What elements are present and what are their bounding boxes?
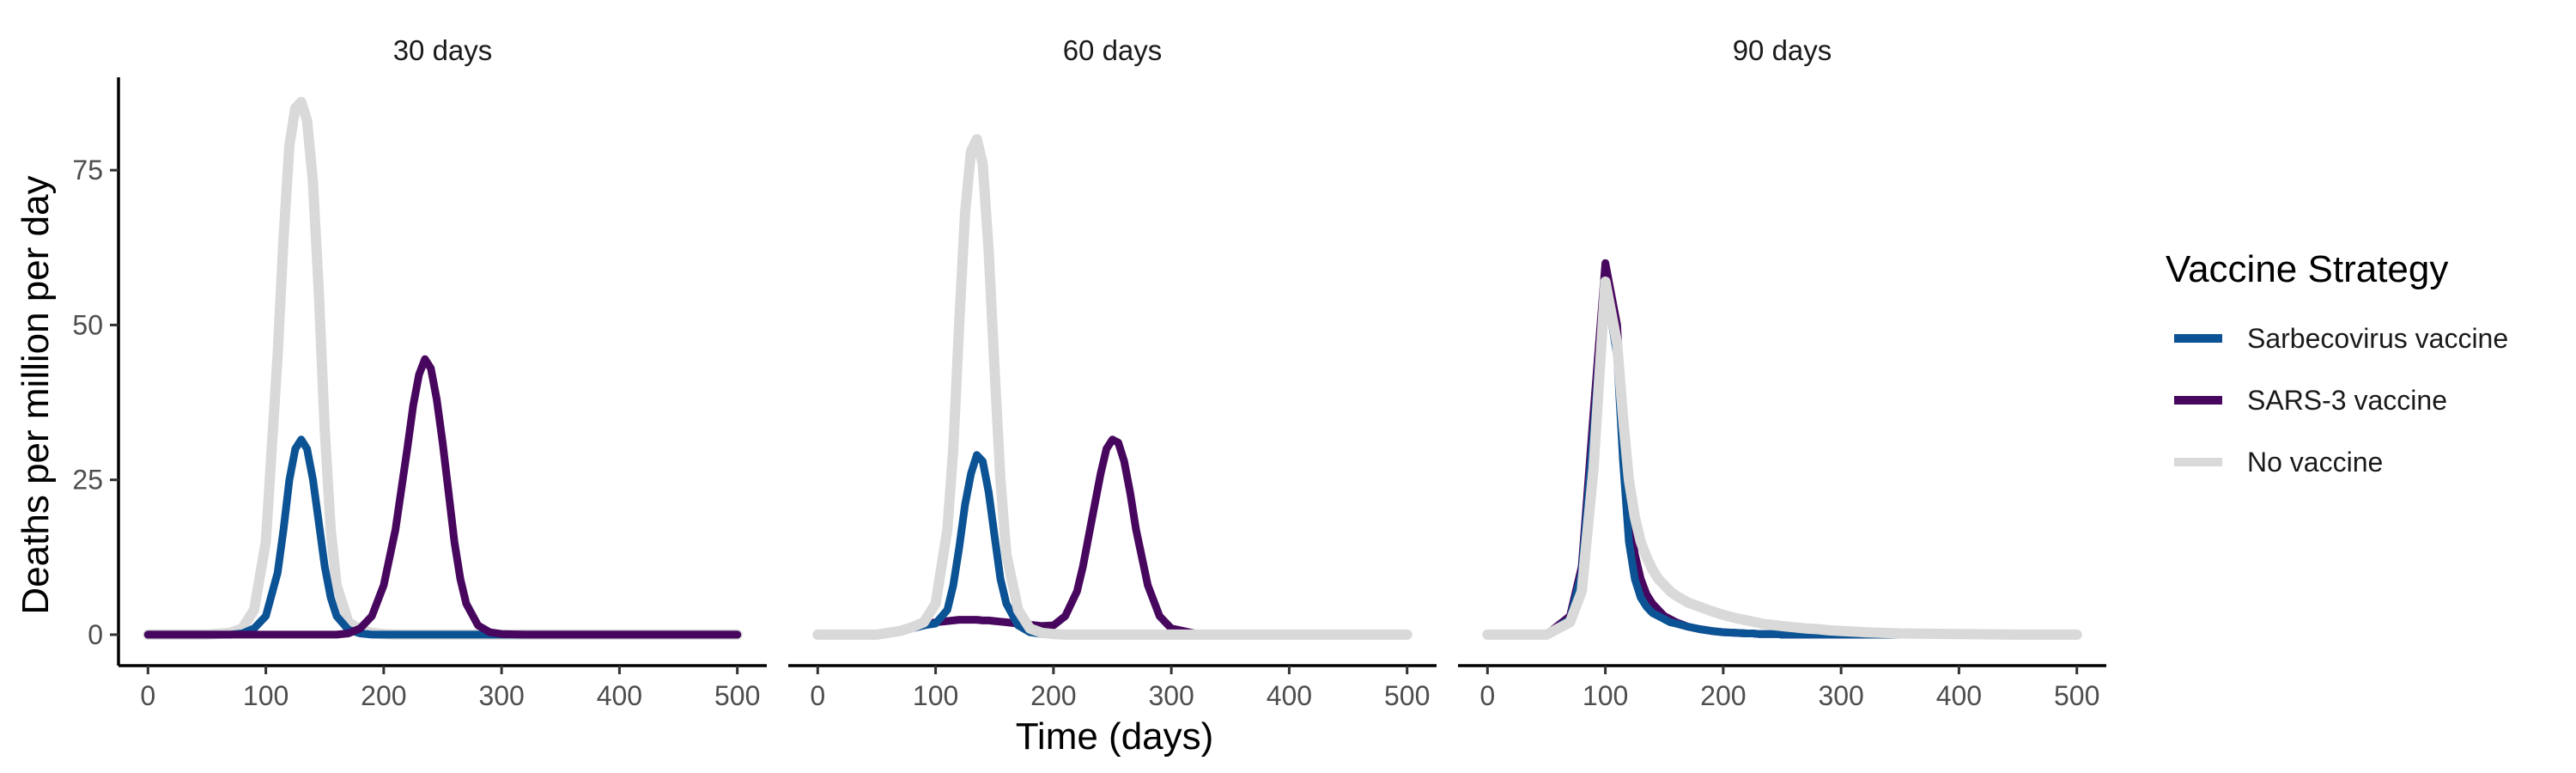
panel-title: 60 days bbox=[1063, 34, 1163, 66]
panels: 30 days 0 100 200 300 400 500 0 25 50 75 60 days 0 10… bbox=[72, 34, 2106, 711]
series-line-sarbecovirus-vaccine bbox=[813, 451, 1412, 639]
x-tick-label: 200 bbox=[1030, 680, 1076, 711]
y-tick-label: 0 bbox=[88, 619, 103, 650]
x-tick-label: 0 bbox=[810, 680, 825, 711]
x-tick-label: 400 bbox=[1936, 680, 1982, 711]
x-tick-label: 300 bbox=[478, 680, 524, 711]
x-tick-label: 100 bbox=[1583, 680, 1628, 711]
y-tick-label: 75 bbox=[72, 155, 103, 186]
y-tick-label: 25 bbox=[72, 465, 103, 496]
series-line-sars-3-vaccine bbox=[1483, 259, 2081, 639]
x-tick-label: 200 bbox=[1700, 680, 1746, 711]
legend-item: SARS-3 vaccine bbox=[2174, 385, 2447, 416]
x-tick-label: 300 bbox=[1148, 680, 1194, 711]
series-line-sars-3-vaccine bbox=[143, 355, 742, 639]
series-line-sarbecovirus-vaccine bbox=[1483, 277, 2081, 639]
series-line-no-vaccine bbox=[143, 96, 743, 640]
y-axis-title: Deaths per million per day bbox=[15, 175, 57, 614]
legend-title: Vaccine Strategy bbox=[2166, 248, 2448, 290]
legend: Vaccine Strategy Sarbecovirus vaccine SARS… bbox=[2166, 248, 2508, 478]
x-tick-label: 100 bbox=[243, 680, 289, 711]
x-tick-label: 500 bbox=[2054, 680, 2099, 711]
panel-3: 90 days 0 100 200 300 400 500 bbox=[1458, 34, 2106, 711]
legend-item: Sarbecovirus vaccine bbox=[2174, 323, 2508, 354]
series-line-no-vaccine bbox=[812, 134, 1413, 640]
panel-2: 60 days 0 100 200 300 400 500 bbox=[788, 34, 1437, 711]
x-tick-label: 0 bbox=[1479, 680, 1495, 711]
y-tick-label: 50 bbox=[72, 309, 103, 340]
x-tick-label: 0 bbox=[140, 680, 155, 711]
x-tick-label: 300 bbox=[1818, 680, 1863, 711]
x-tick-label: 400 bbox=[1267, 680, 1312, 711]
series-line-no-vaccine bbox=[1482, 276, 2082, 640]
legend-label: SARS-3 vaccine bbox=[2247, 385, 2447, 416]
panel-1: 30 days 0 100 200 300 400 500 0 25 50 75 bbox=[72, 34, 767, 711]
x-tick-label: 100 bbox=[913, 680, 958, 711]
x-tick-label: 500 bbox=[1384, 680, 1430, 711]
legend-label: No vaccine bbox=[2247, 447, 2383, 478]
x-tick-label: 400 bbox=[597, 680, 642, 711]
x-tick-label: 200 bbox=[361, 680, 406, 711]
x-tick-label: 500 bbox=[714, 680, 760, 711]
panel-title: 90 days bbox=[1733, 34, 1832, 66]
x-axis-title: Time (days) bbox=[1016, 715, 1214, 758]
legend-label: Sarbecovirus vaccine bbox=[2247, 323, 2508, 354]
series-line-sars-3-vaccine bbox=[813, 435, 1412, 639]
panel-title: 30 days bbox=[393, 34, 493, 66]
legend-item: No vaccine bbox=[2174, 447, 2383, 478]
series-line-sarbecovirus-vaccine bbox=[143, 435, 742, 639]
